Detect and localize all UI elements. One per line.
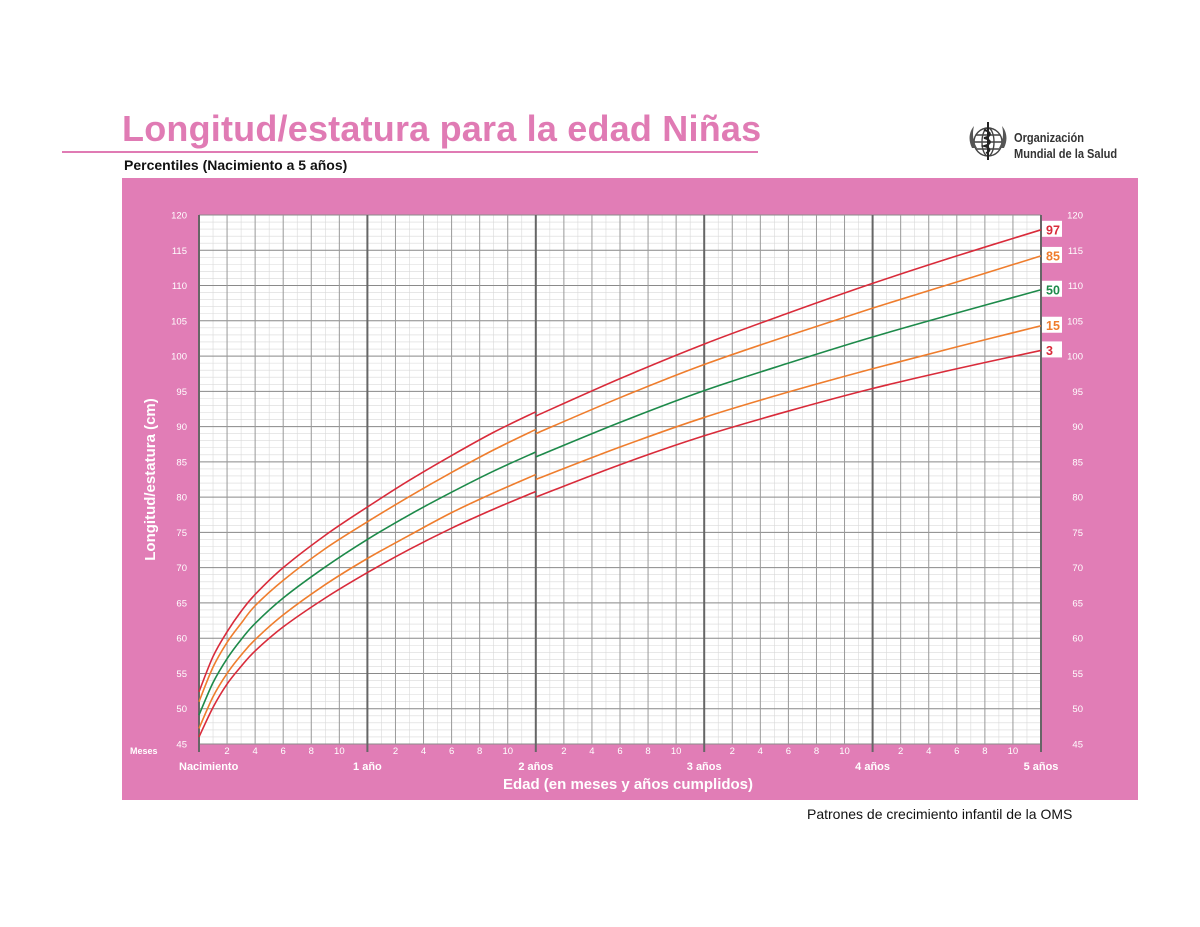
percentile-curve-15-length: [198, 473, 537, 729]
percentile-curve-15-height: [535, 324, 1042, 481]
month-tick-label: 10: [334, 746, 345, 757]
y-tick-label-left: 45: [176, 740, 187, 751]
month-tick-label: 2: [730, 746, 735, 757]
year-label: Nacimiento: [179, 761, 239, 773]
year-label: 1 año: [353, 761, 382, 773]
y-tick-label-right: 115: [1068, 246, 1083, 257]
year-label: 5 años: [1024, 761, 1059, 773]
y-tick-label-right: 60: [1072, 634, 1083, 645]
year-label: 3 años: [687, 761, 722, 773]
y-tick-label-right: 100: [1067, 352, 1083, 363]
y-tick-label-right: 90: [1072, 422, 1083, 433]
y-tick-label-left: 55: [176, 669, 187, 680]
y-tick-label-right: 55: [1072, 669, 1083, 680]
y-tick-label-right: 75: [1072, 528, 1083, 539]
month-tick-label: 4: [589, 746, 594, 757]
organization-name: Organización Mundial de la Salud: [1014, 130, 1117, 162]
y-tick-label-right: 85: [1072, 457, 1083, 468]
y-tick-label-right: 120: [1067, 211, 1083, 222]
y-tick-label-right: 110: [1068, 281, 1083, 292]
month-tick-label: 2: [393, 746, 398, 757]
y-tick-label-left: 120: [171, 211, 187, 222]
y-tick-label-right: 50: [1072, 704, 1083, 715]
y-tick-label-left: 50: [176, 704, 187, 715]
month-tick-label: 4: [758, 746, 763, 757]
percentile-label-50: 50: [1046, 283, 1060, 297]
month-tick-label: 6: [281, 746, 286, 757]
organization-brand: Organización Mundial de la Salud: [966, 118, 1136, 166]
percentile-label-bg: [1042, 246, 1062, 263]
y-tick-label-left: 70: [176, 563, 187, 574]
y-tick-label-left: 65: [176, 598, 187, 609]
month-tick-label: 6: [617, 746, 622, 757]
page-subtitle: Percentiles (Nacimiento a 5 años): [124, 157, 348, 173]
y-tick-label-right: 45: [1072, 740, 1083, 751]
who-emblem-icon: [969, 122, 1007, 160]
y-tick-label-right: 95: [1072, 387, 1083, 398]
month-tick-label: 10: [671, 746, 682, 757]
percentile-label-3: 3: [1046, 344, 1053, 358]
percentile-curve-3-height: [535, 349, 1042, 498]
growth-chart: 45 45 50 50 55 55 60 60 65 65 70 70 75 75 80 80 85 85 90 90…: [130, 211, 1083, 794]
percentile-curve-97-height: [535, 229, 1042, 417]
month-tick-label: 8: [982, 746, 987, 757]
page-title: Longitud/estatura para la edad Niñas: [122, 108, 762, 149]
percentile-label-bg: [1042, 280, 1062, 297]
month-tick-label: 8: [309, 746, 314, 757]
percentile-curve-85-length: [198, 428, 537, 702]
month-tick-label: 8: [477, 746, 482, 757]
month-tick-label: 6: [954, 746, 959, 757]
year-label: 4 años: [855, 761, 890, 773]
percentile-label-bg: [1042, 220, 1062, 237]
org-name-line2: Mundial de la Salud: [1014, 146, 1118, 161]
y-tick-label-left: 115: [172, 246, 187, 257]
percentile-curve-50-height: [535, 288, 1042, 458]
month-tick-label: 4: [252, 746, 257, 757]
percentile-label-15: 15: [1046, 319, 1060, 333]
y-tick-label-left: 90: [176, 422, 187, 433]
y-tick-label-left: 95: [176, 387, 187, 398]
month-tick-label: 10: [502, 746, 513, 757]
y-tick-label-left: 85: [176, 457, 187, 468]
percentile-curve-85-height: [535, 255, 1042, 435]
y-tick-label-left: 80: [176, 493, 187, 504]
percentile-label-bg: [1042, 316, 1062, 333]
month-tick-label: 2: [224, 746, 229, 757]
org-name-line1: Organización: [1014, 130, 1085, 145]
month-tick-label: 6: [786, 746, 791, 757]
x-axis-title: Edad (en meses y años cumplidos): [503, 776, 753, 793]
percentile-curve-3-length: [198, 490, 537, 738]
percentile-curve-97-length: [198, 411, 537, 693]
y-tick-label-right: 65: [1072, 598, 1083, 609]
percentile-label-97: 97: [1046, 223, 1060, 237]
x-unit-label: Meses: [130, 746, 158, 756]
y-axis-title: Longitud/estatura (cm): [142, 398, 159, 561]
y-tick-label-left: 60: [176, 634, 187, 645]
month-tick-label: 8: [645, 746, 650, 757]
percentile-label-85: 85: [1046, 249, 1060, 263]
month-tick-label: 8: [814, 746, 819, 757]
y-tick-label-right: 70: [1072, 563, 1083, 574]
year-label: 2 años: [518, 761, 553, 773]
y-tick-label-left: 105: [171, 316, 187, 327]
month-tick-label: 4: [421, 746, 426, 757]
y-tick-label-left: 75: [176, 528, 187, 539]
y-tick-label-left: 100: [171, 352, 187, 363]
month-tick-label: 6: [449, 746, 454, 757]
percentile-curve-50-length: [198, 451, 537, 716]
title-divider: [62, 151, 758, 153]
month-tick-label: 10: [839, 746, 850, 757]
footer-source: Patrones de crecimiento infantil de la O…: [807, 806, 1073, 822]
y-tick-label-right: 105: [1067, 316, 1083, 327]
y-tick-label-left: 110: [172, 281, 187, 292]
y-tick-label-right: 80: [1072, 493, 1083, 504]
month-tick-label: 2: [561, 746, 566, 757]
month-tick-label: 10: [1008, 746, 1019, 757]
percentile-label-bg: [1042, 341, 1062, 358]
month-tick-label: 2: [898, 746, 903, 757]
month-tick-label: 4: [926, 746, 931, 757]
chart-panel: 45 45 50 50 55 55 60 60 65 65 70 70 75 75 80 80 85 85 90 90…: [122, 178, 1138, 800]
